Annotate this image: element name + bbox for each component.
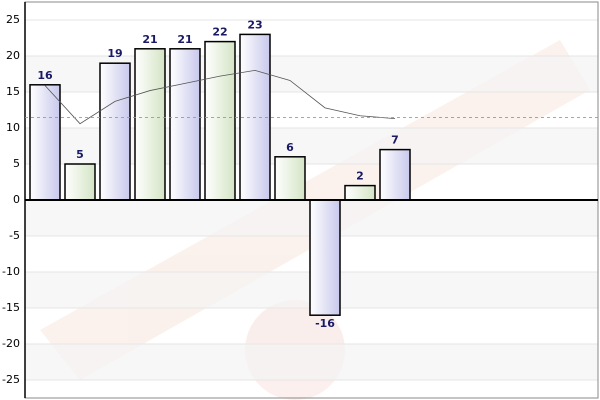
data-label: 21 [177, 33, 192, 46]
y-tick-label: -25 [2, 373, 20, 386]
bar [64, 163, 96, 201]
y-tick-label: -20 [2, 337, 20, 350]
data-label: 19 [107, 47, 122, 60]
data-label: 6 [286, 141, 294, 154]
data-label: 5 [76, 148, 84, 161]
y-tick-label: 5 [13, 157, 20, 170]
bar [29, 84, 61, 201]
y-tick-label: 15 [6, 85, 20, 98]
bar [379, 148, 411, 201]
grid-band [25, 344, 598, 380]
data-label: 23 [247, 18, 262, 31]
data-label: 2 [356, 170, 364, 183]
y-tick-label: 10 [6, 121, 20, 134]
data-label: 16 [37, 69, 53, 82]
y-tick-label: 25 [6, 13, 20, 26]
bar [134, 48, 166, 201]
bar [309, 199, 341, 316]
y-tick-label: -15 [2, 301, 20, 314]
data-label: -16 [315, 317, 335, 330]
bar [169, 48, 201, 201]
y-tick-label: 0 [13, 193, 20, 206]
bar [274, 156, 306, 201]
data-label: 7 [391, 134, 399, 147]
y-tick-label: 20 [6, 49, 20, 62]
trend-line [44, 69, 396, 125]
data-label: 21 [142, 33, 157, 46]
data-label: 22 [212, 26, 227, 39]
bar [99, 62, 131, 201]
y-tick-label: -5 [9, 229, 20, 242]
bar [344, 184, 376, 201]
bar [204, 40, 236, 201]
y-tick-label: -10 [2, 265, 20, 278]
